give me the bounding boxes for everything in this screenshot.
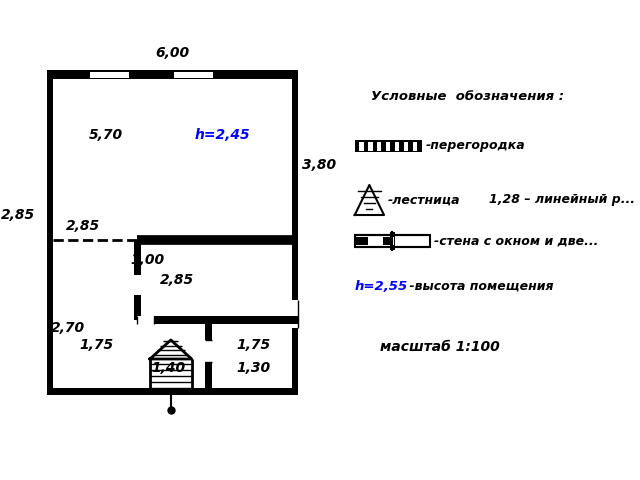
Bar — [413, 142, 417, 151]
Text: 2,70: 2,70 — [51, 321, 85, 335]
Bar — [138, 316, 298, 324]
Bar — [368, 142, 372, 151]
Text: 5,70: 5,70 — [88, 128, 123, 142]
Text: 1,40: 1,40 — [152, 360, 186, 374]
Bar — [356, 237, 368, 245]
Bar — [355, 235, 430, 247]
Bar — [355, 140, 422, 152]
Bar — [386, 142, 390, 151]
Bar — [138, 316, 154, 324]
Bar — [383, 237, 395, 245]
Bar — [359, 142, 364, 151]
Bar — [205, 340, 212, 362]
Text: 3,80: 3,80 — [301, 158, 336, 172]
Text: 2,85: 2,85 — [1, 208, 35, 222]
Bar — [47, 388, 298, 395]
Text: -перегородка: -перегородка — [426, 140, 525, 153]
Bar — [134, 240, 141, 320]
Bar — [377, 142, 381, 151]
Text: 1,28 – линейный р...: 1,28 – линейный р... — [488, 193, 634, 206]
Text: 1,00: 1,00 — [131, 253, 164, 267]
Bar — [47, 240, 53, 395]
Text: h=2,45: h=2,45 — [195, 128, 250, 142]
Text: масштаб 1:100: масштаб 1:100 — [380, 340, 500, 354]
Bar — [292, 70, 298, 395]
Bar — [292, 300, 298, 328]
Text: Условные  обозначения :: Условные обозначения : — [371, 90, 564, 103]
Bar — [370, 237, 381, 245]
Text: h=2,55: h=2,55 — [355, 280, 408, 293]
Bar — [390, 232, 395, 250]
Bar — [173, 72, 213, 77]
Bar — [404, 142, 408, 151]
Bar — [395, 142, 399, 151]
Text: -высота помещения: -высота помещения — [405, 280, 554, 293]
Bar — [47, 70, 298, 79]
Text: 2,85: 2,85 — [160, 273, 194, 287]
Bar — [390, 237, 394, 245]
Text: 1,75: 1,75 — [236, 338, 270, 352]
Text: 1,30: 1,30 — [236, 360, 270, 374]
Text: -стена с окном и две...: -стена с окном и две... — [434, 235, 598, 248]
Text: 2,85: 2,85 — [65, 219, 100, 233]
Text: 6,00: 6,00 — [156, 46, 189, 60]
Text: -лестница: -лестница — [388, 193, 461, 206]
Text: 1,75: 1,75 — [79, 338, 113, 352]
Bar — [134, 275, 141, 295]
Bar — [90, 72, 129, 77]
Bar — [205, 320, 212, 395]
Bar — [47, 70, 53, 240]
